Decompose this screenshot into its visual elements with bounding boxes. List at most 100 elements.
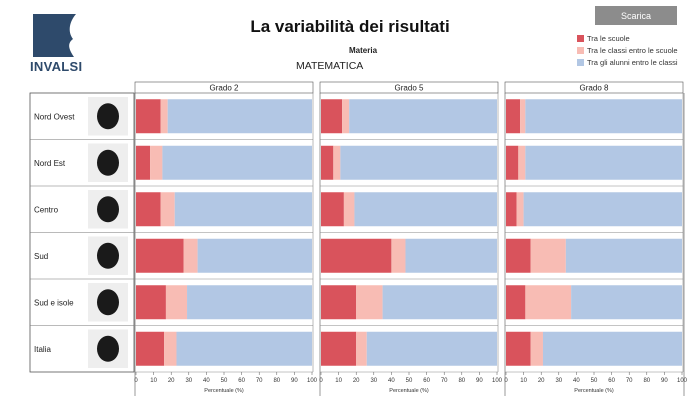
x-tick-label: 40 xyxy=(388,378,395,384)
x-tick-label: 80 xyxy=(643,378,650,384)
bar-grado-5-nord-est-tra-gli-alunni-entro-le-classi xyxy=(340,145,497,180)
bar-grado-5-sud-e-isole-tra-le-scuole xyxy=(321,285,357,320)
x-tick-label: 20 xyxy=(168,378,175,384)
bar-grado-5-italia-tra-gli-alunni-entro-le-classi xyxy=(366,331,497,366)
region-map-icon xyxy=(97,289,119,316)
x-axis-title: Percentuale (%) xyxy=(389,388,429,394)
bar-grado-8-sud-e-isole-tra-le-classi-entro-le-scuole xyxy=(525,285,572,320)
bar-grado-8-sud-e-isole-tra-le-scuole xyxy=(506,285,526,320)
x-tick-label: 30 xyxy=(370,378,377,384)
bar-grado-5-italia-tra-le-classi-entro-le-scuole xyxy=(356,331,367,366)
x-tick-label: 40 xyxy=(203,378,210,384)
x-tick-label: 20 xyxy=(538,378,545,384)
bar-grado-8-centro-tra-gli-alunni-entro-le-classi xyxy=(523,192,682,227)
region-label-centro: Centro xyxy=(34,205,59,214)
region-map-icon xyxy=(97,103,119,130)
bar-grado-2-sud-tra-le-scuole xyxy=(136,238,184,273)
bar-grado-2-sud-tra-le-classi-entro-le-scuole xyxy=(183,238,198,273)
bar-grado-8-centro-tra-le-scuole xyxy=(506,192,517,227)
region-label-italia: Italia xyxy=(34,345,51,354)
x-tick-label: 0 xyxy=(504,378,508,384)
bar-grado-2-nord-ovest-tra-gli-alunni-entro-le-classi xyxy=(167,99,312,134)
legend-swatch xyxy=(577,35,584,42)
x-axis-title: Percentuale (%) xyxy=(204,388,244,394)
panel-header-grado-5 xyxy=(319,81,499,94)
bar-grado-8-italia-tra-le-classi-entro-le-scuole xyxy=(530,331,543,366)
bar-grado-5-sud-e-isole-tra-le-classi-entro-le-scuole xyxy=(356,285,383,320)
bar-grado-5-italia-tra-le-scuole xyxy=(321,331,357,366)
x-tick-label: 0 xyxy=(134,378,138,384)
bar-grado-2-nord-est-tra-le-scuole xyxy=(136,145,151,180)
bar-grado-5-centro-tra-gli-alunni-entro-le-classi xyxy=(354,192,497,227)
x-tick-label: 20 xyxy=(353,378,360,384)
bar-grado-2-sud-tra-gli-alunni-entro-le-classi xyxy=(197,238,312,273)
region-map-icon xyxy=(97,149,119,176)
bar-grado-2-sud-e-isole-tra-le-scuole xyxy=(136,285,166,320)
panel-header-grado-8 xyxy=(504,81,684,94)
bar-grado-2-nord-est-tra-gli-alunni-entro-le-classi xyxy=(162,145,312,180)
x-tick-label: 40 xyxy=(573,378,580,384)
legend-label: Tra gli alunni entro le classi xyxy=(587,58,678,67)
bar-grado-8-centro-tra-le-classi-entro-le-scuole xyxy=(516,192,524,227)
region-label-sud: Sud xyxy=(34,252,48,261)
bar-grado-5-centro-tra-le-classi-entro-le-scuole xyxy=(343,192,355,227)
x-tick-label: 100 xyxy=(307,378,318,384)
bar-grado-5-sud-tra-le-scuole xyxy=(321,238,392,273)
bar-grado-2-nord-ovest-tra-le-scuole xyxy=(136,99,161,134)
bar-grado-2-italia-tra-le-classi-entro-le-scuole xyxy=(164,331,177,366)
bar-grado-5-sud-tra-gli-alunni-entro-le-classi xyxy=(405,238,497,273)
bar-grado-8-sud-tra-gli-alunni-entro-le-classi xyxy=(565,238,682,273)
bar-grado-8-italia-tra-le-scuole xyxy=(506,331,531,366)
subject-value[interactable]: MATEMATICA xyxy=(296,60,364,72)
x-tick-label: 100 xyxy=(677,378,688,384)
bar-grado-5-sud-e-isole-tra-gli-alunni-entro-le-classi xyxy=(382,285,497,320)
legend-label: Tra le scuole xyxy=(587,34,630,43)
bar-grado-5-nord-est-tra-le-classi-entro-le-scuole xyxy=(333,145,341,180)
legend-swatch xyxy=(577,47,584,54)
bar-grado-2-italia-tra-gli-alunni-entro-le-classi xyxy=(176,331,312,366)
x-tick-label: 0 xyxy=(319,378,323,384)
x-tick-label: 60 xyxy=(238,378,245,384)
panel-title-grado-2: Grado 2 xyxy=(210,84,239,93)
bar-grado-5-sud-tra-le-classi-entro-le-scuole xyxy=(391,238,406,273)
bar-grado-2-nord-ovest-tra-le-classi-entro-le-scuole xyxy=(160,99,168,134)
logo-text: INVALSI xyxy=(30,59,83,74)
bar-grado-2-centro-tra-le-classi-entro-le-scuole xyxy=(160,192,175,227)
bar-grado-8-sud-e-isole-tra-gli-alunni-entro-le-classi xyxy=(571,285,682,320)
bar-grado-5-nord-est-tra-le-scuole xyxy=(321,145,334,180)
region-map-icon xyxy=(97,242,119,269)
region-label-nord-ovest: Nord Ovest xyxy=(34,112,75,121)
x-tick-label: 30 xyxy=(185,378,192,384)
x-tick-label: 50 xyxy=(591,378,598,384)
bar-grado-5-nord-ovest-tra-gli-alunni-entro-le-classi xyxy=(349,99,497,134)
legend-swatch xyxy=(577,59,584,66)
download-image-button[interactable]: Scarica immagine xyxy=(595,6,677,40)
x-tick-label: 70 xyxy=(256,378,263,384)
bar-grado-8-nord-est-tra-le-classi-entro-le-scuole xyxy=(518,145,526,180)
bar-grado-8-nord-ovest-tra-gli-alunni-entro-le-classi xyxy=(525,99,682,134)
region-label-sud-e-isole: Sud e isole xyxy=(34,298,74,307)
bar-grado-5-centro-tra-le-scuole xyxy=(321,192,344,227)
x-tick-label: 90 xyxy=(476,378,483,384)
bar-grado-2-centro-tra-gli-alunni-entro-le-classi xyxy=(174,192,312,227)
panel-header-grado-2 xyxy=(134,81,314,94)
bar-grado-2-sud-e-isole-tra-gli-alunni-entro-le-classi xyxy=(187,285,312,320)
region-map-icon xyxy=(97,335,119,362)
legend-item-classes: Tra le classi entro le scuole xyxy=(577,45,678,56)
legend-label: Tra le classi entro le scuole xyxy=(587,46,678,55)
region-label-nord-est: Nord Est xyxy=(34,159,66,168)
region-map-icon xyxy=(97,196,119,223)
bar-grado-2-centro-tra-le-scuole xyxy=(136,192,161,227)
subject-label: Materia xyxy=(349,46,378,55)
bar-grado-5-nord-ovest-tra-le-scuole xyxy=(321,99,343,134)
bar-grado-8-sud-tra-le-scuole xyxy=(506,238,531,273)
x-tick-label: 50 xyxy=(221,378,228,384)
x-tick-label: 60 xyxy=(608,378,615,384)
x-tick-label: 10 xyxy=(520,378,527,384)
x-tick-label: 70 xyxy=(441,378,448,384)
x-tick-label: 50 xyxy=(406,378,413,384)
panel-title-grado-8: Grado 8 xyxy=(580,84,609,93)
bar-grado-2-nord-est-tra-le-classi-entro-le-scuole xyxy=(150,145,163,180)
panel-title-grado-5: Grado 5 xyxy=(395,84,424,93)
